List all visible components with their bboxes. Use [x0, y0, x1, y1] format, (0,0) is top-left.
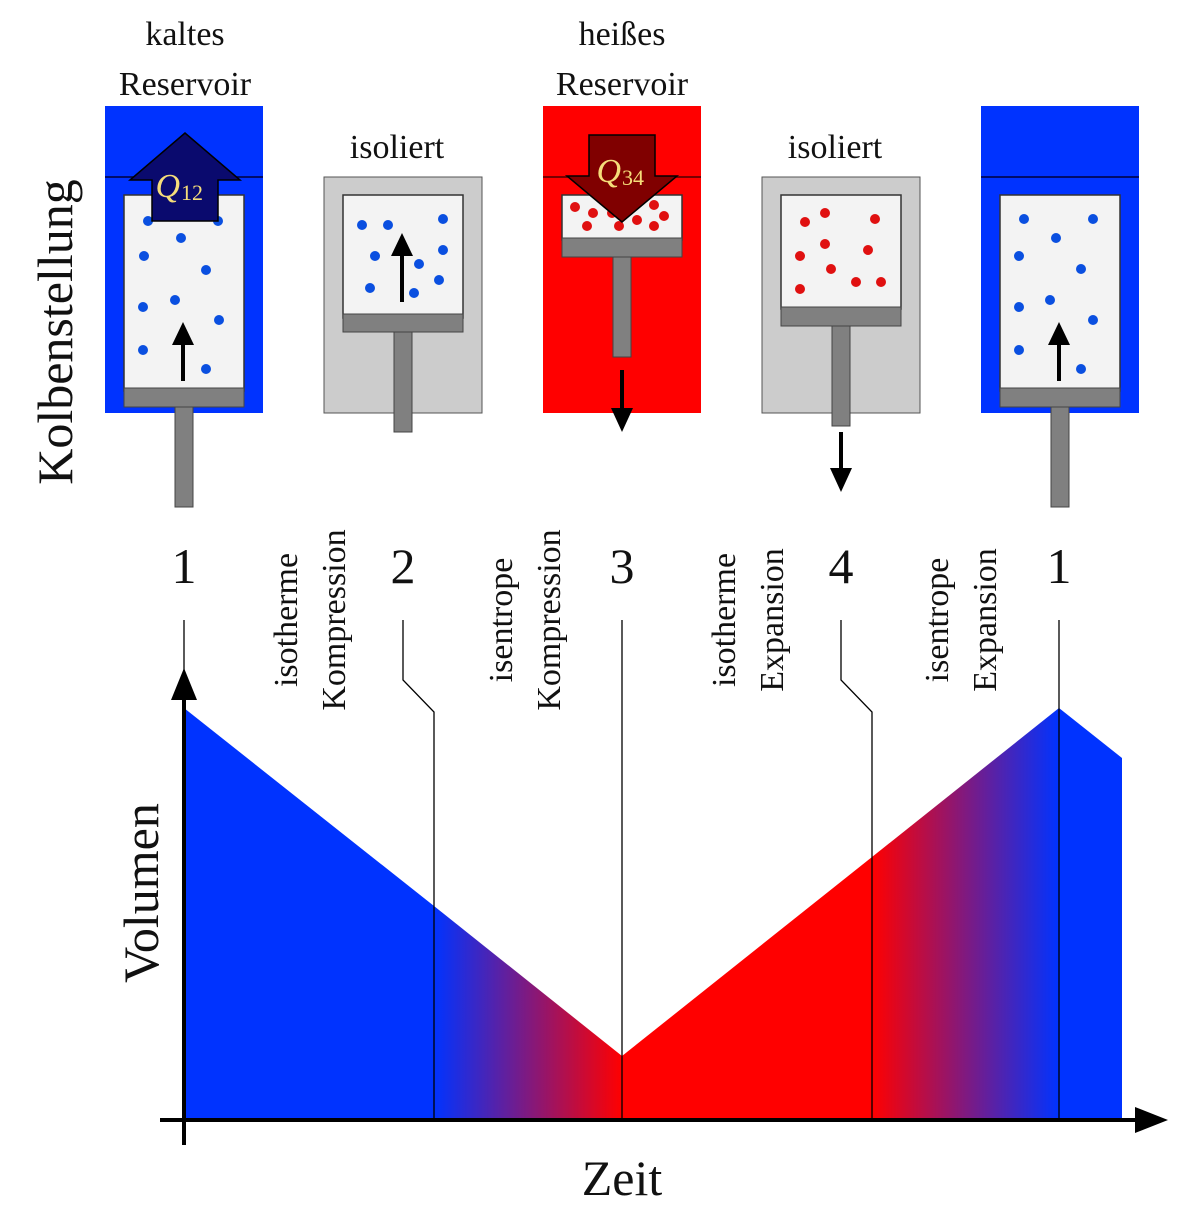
cold-reservoir-label-line1: kaltes — [145, 16, 224, 53]
y-axis — [171, 668, 197, 1145]
cylinder-1-cold: Q 12 — [105, 106, 263, 508]
segment-isentropic-compression — [434, 906, 622, 1120]
heat-q34-letter: Q — [596, 153, 621, 190]
process-label-isothermal-compression: isotherme Kompression — [268, 529, 353, 710]
process-label-isentropic-compression: isentrope Kompression — [483, 529, 568, 710]
cold-reservoir-label-line2: Reservoir — [119, 66, 252, 103]
x-axis — [160, 1107, 1168, 1133]
x-axis-arrow-icon — [1135, 1107, 1168, 1133]
segment-isothermal-compression — [184, 708, 434, 1120]
process-label-line: isotherme — [706, 553, 743, 687]
gas-particles — [357, 214, 448, 298]
process-label-line: Kompression — [531, 529, 568, 710]
state-label-2: 2 — [391, 538, 416, 594]
process-label-line: isentrope — [483, 558, 520, 683]
process-label-isentropic-expansion: isentrope Expansion — [919, 548, 1004, 692]
piston-down-arrow-icon — [830, 432, 852, 492]
volume-area — [184, 708, 1122, 1120]
gas-particles — [795, 208, 886, 294]
heat-q12-letter: Q — [155, 168, 180, 205]
piston-up-arrow-icon — [391, 233, 413, 302]
gas-particles — [1014, 214, 1098, 374]
x-axis-title-time: Zeit — [582, 1150, 663, 1206]
state-label-4: 4 — [829, 538, 854, 594]
heat-q12-arrow-icon: Q 12 — [127, 132, 243, 222]
process-label-line: Expansion — [967, 548, 1004, 692]
process-label-line: Expansion — [754, 548, 791, 692]
cylinder-4-insulated — [761, 176, 921, 492]
state-label-1-return: 1 — [1047, 538, 1072, 594]
y-axis-title-volume: Volumen — [113, 803, 169, 983]
cylinder-2-insulated — [323, 176, 483, 433]
heat-q34-arrow-icon: Q 34 — [564, 134, 680, 223]
hot-reservoir-label-line1: heißes — [579, 16, 666, 53]
process-label-line: isotherme — [268, 553, 305, 687]
piston-up-arrow-icon — [1048, 322, 1070, 381]
piston-down-arrow-icon — [611, 370, 633, 432]
segment-isothermal-expansion — [622, 857, 872, 1120]
process-label-line: isentrope — [919, 558, 956, 683]
state-label-3: 3 — [610, 538, 635, 594]
insulated-label-left: isoliert — [350, 129, 445, 166]
segment-isentropic-expansion — [872, 708, 1059, 1120]
cylinder-3-hot: Q 34 — [543, 106, 701, 432]
process-label-line: Kompression — [316, 529, 353, 710]
cylinder-5-cold — [981, 106, 1139, 508]
y-axis-title-piston-position: Kolbenstellung — [27, 179, 83, 485]
insulated-label-right: isoliert — [788, 129, 883, 166]
state-label-1: 1 — [172, 538, 197, 594]
segment-next-cycle — [1059, 708, 1122, 1120]
process-label-isothermal-expansion: isotherme Expansion — [706, 548, 791, 692]
piston-up-arrow-icon — [172, 322, 194, 381]
y-axis-arrow-icon — [171, 668, 197, 700]
hot-reservoir-label-line2: Reservoir — [556, 66, 689, 103]
heat-q34-subscript: 34 — [622, 165, 644, 190]
heat-q12-subscript: 12 — [181, 180, 203, 205]
